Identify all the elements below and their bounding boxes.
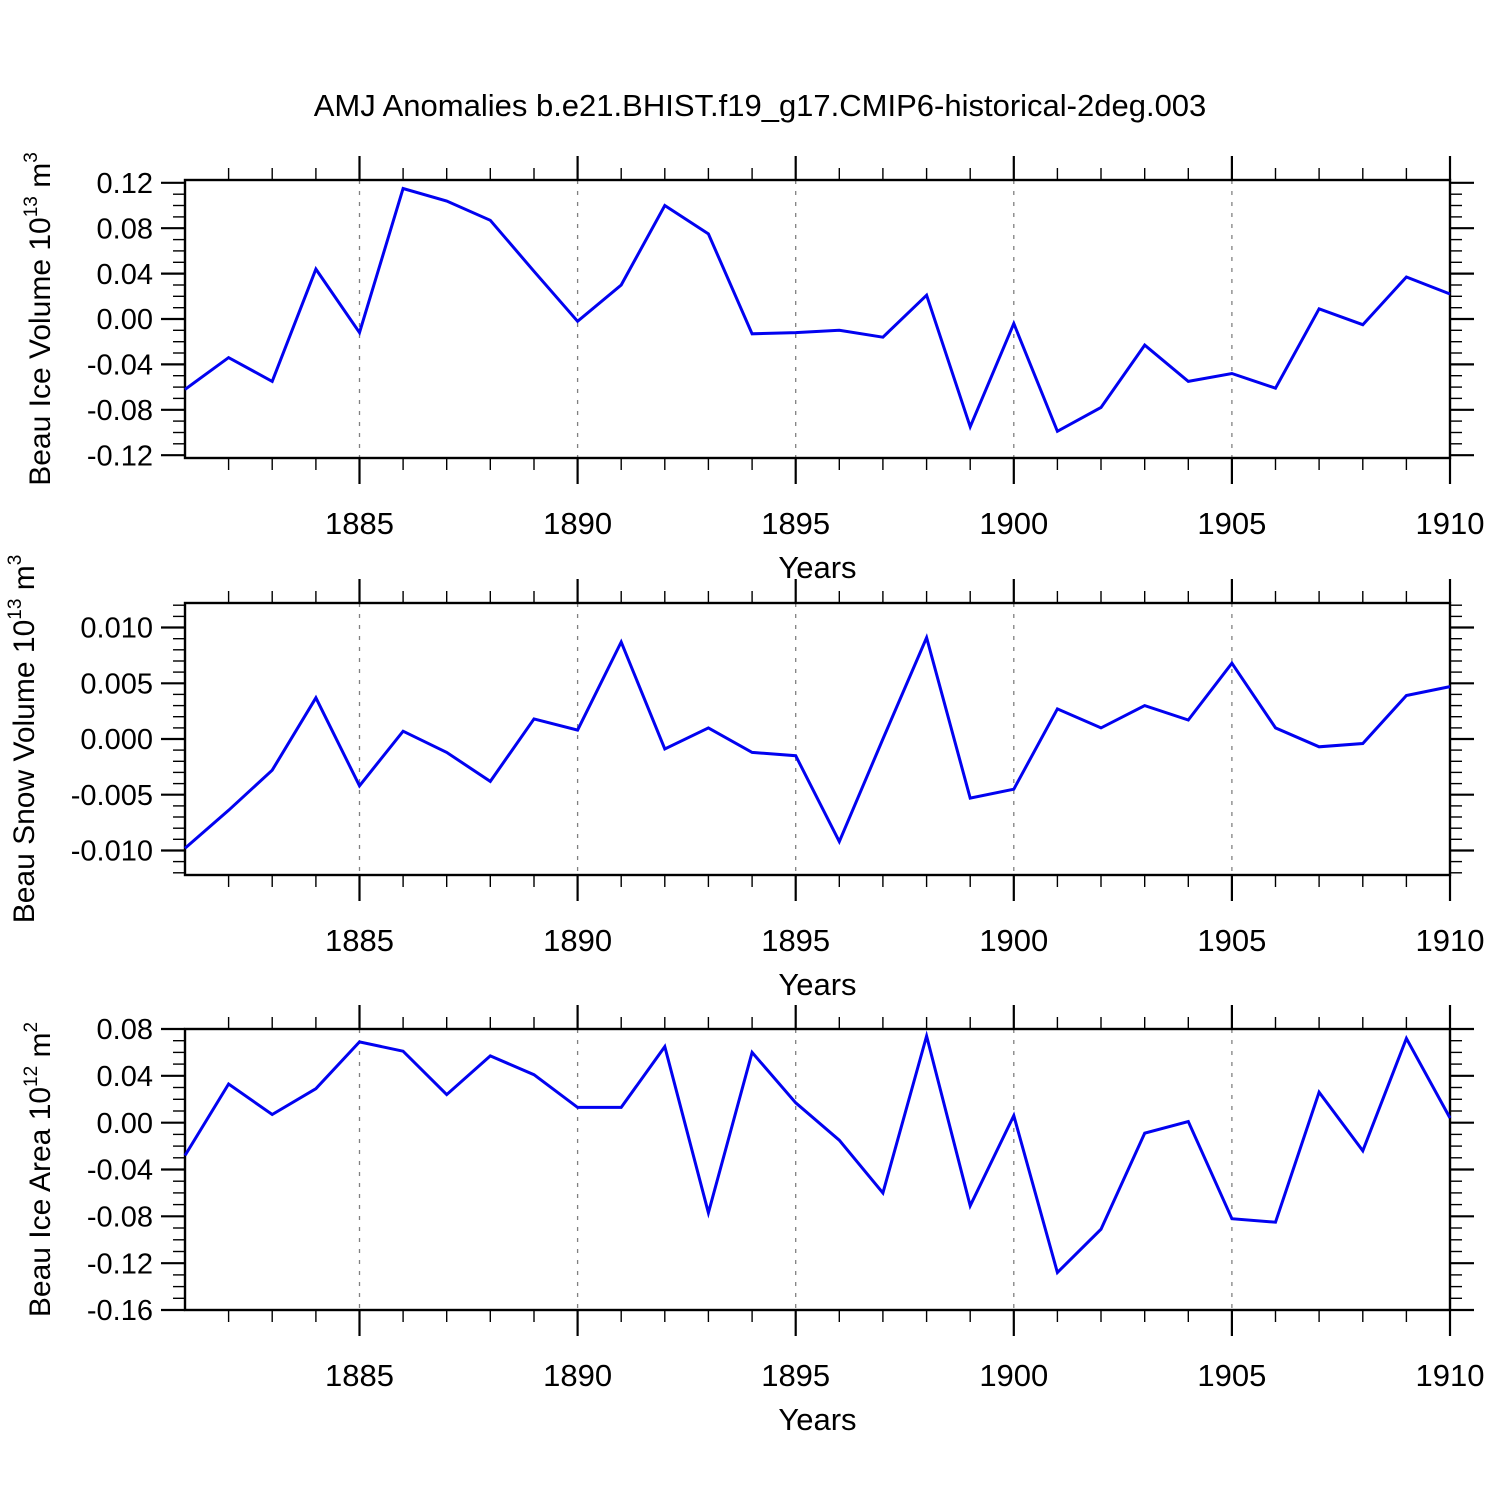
y-tick-label: 0.08 [97, 1014, 153, 1046]
x-axis-title: Years [778, 967, 856, 1002]
panel-beau-snow-volume: 0.010 0.005 0.000 -0.005 -0.010 1885 1890 1895 1… [5, 555, 1484, 1002]
x-tick-label: 1905 [1197, 506, 1266, 541]
y-tick-label: 0.04 [97, 1061, 153, 1093]
x-tick-label: 1890 [543, 506, 612, 541]
x-tick-label: 1910 [1416, 1358, 1485, 1393]
y-tick-label: 0.04 [97, 259, 153, 291]
y-tick-label: -0.04 [87, 350, 153, 382]
y-tick-label: 0.005 [80, 668, 153, 700]
x-axis-title: Years [778, 1402, 856, 1437]
y-tick-label: 0.00 [97, 304, 153, 336]
x-tick-label: 1910 [1416, 506, 1485, 541]
y-tick-label: -0.12 [87, 1248, 153, 1280]
x-tick-label: 1890 [543, 1358, 612, 1393]
y-tick-label: -0.04 [87, 1155, 153, 1187]
y-tick-label: 0.010 [80, 613, 153, 645]
y-tick-label: -0.08 [87, 395, 153, 427]
y-tick-label: -0.12 [87, 440, 153, 472]
x-tick-label: 1900 [979, 1358, 1048, 1393]
plot-box [183, 178, 1452, 460]
x-tick-label: 1900 [979, 506, 1048, 541]
y-tick-label: 0.12 [97, 168, 153, 200]
series-line [183, 1030, 1452, 1276]
chart-title: AMJ Anomalies b.e21.BHIST.f19_g17.CMIP6-… [313, 88, 1207, 123]
x-tick-label: 1895 [761, 923, 830, 958]
x-tick-label: 1895 [761, 1358, 830, 1393]
panel-beau-ice-area: 0.08 0.04 0.00 -0.04 -0.08 -0.12 -0.16 1885 1890… [21, 1005, 1484, 1437]
y-tick-label: 0.000 [80, 724, 153, 756]
plot-box [183, 1027, 1452, 1312]
x-tick-label: 1885 [325, 506, 394, 541]
x-tick-label: 1900 [979, 923, 1048, 958]
x-tick-label: 1905 [1197, 923, 1266, 958]
series-line [184, 633, 1451, 850]
x-tick-label: 1910 [1416, 923, 1485, 958]
y-tick-label: 0.00 [97, 1108, 153, 1140]
x-tick-label: 1885 [325, 1358, 394, 1393]
y-axis-title: Beau Ice Volume 1013 m3 [21, 152, 57, 486]
y-tick-label: -0.16 [87, 1295, 153, 1327]
panel-beau-ice-volume: 0.12 0.08 0.04 0.00 -0.04 -0.08 -0.12 1885 1890 1… [21, 152, 1484, 585]
x-tick-label: 1890 [543, 923, 612, 958]
y-tick-label: -0.010 [71, 836, 153, 868]
plot-box [183, 601, 1452, 877]
x-tick-label: 1905 [1197, 1358, 1266, 1393]
x-axis-title: Years [778, 550, 856, 585]
y-axis-title: Beau Snow Volume 1013 m3 [5, 555, 41, 924]
series-line [184, 186, 1451, 434]
y-tick-label: -0.08 [87, 1201, 153, 1233]
y-axis-title: Beau Ice Area 1012 m2 [21, 1022, 57, 1317]
y-tick-label: 0.08 [97, 213, 153, 245]
x-tick-label: 1885 [325, 923, 394, 958]
x-tick-label: 1895 [761, 506, 830, 541]
y-tick-label: -0.005 [71, 780, 153, 812]
